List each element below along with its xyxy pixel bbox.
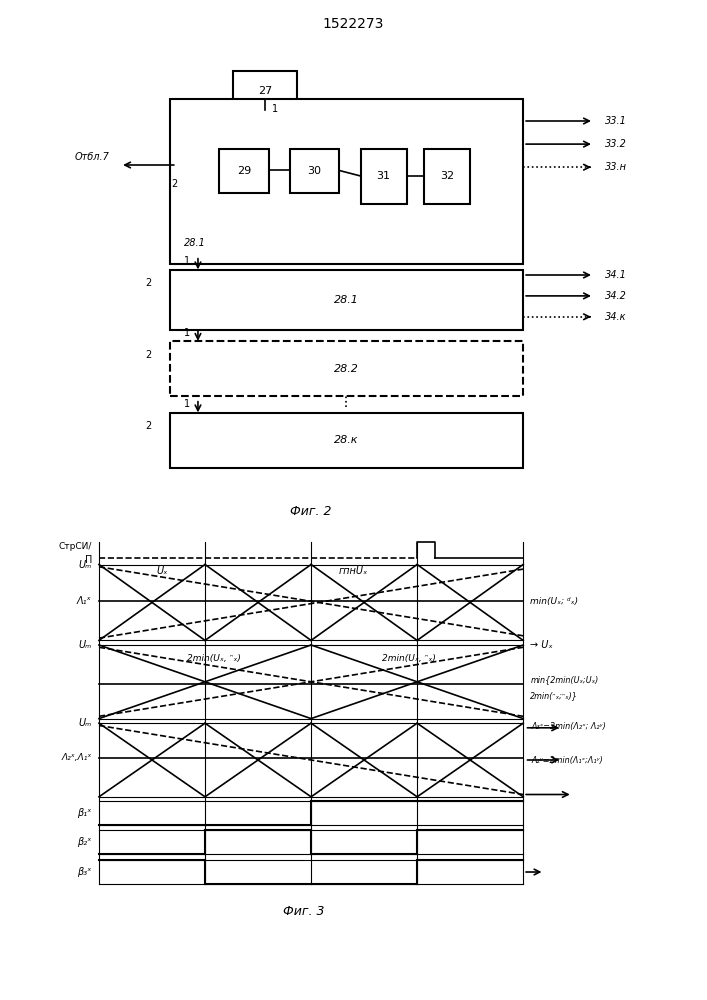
Text: Отбл.7: Отбл.7 <box>75 152 110 162</box>
Text: 1522273: 1522273 <box>323 16 384 30</box>
Text: СтрСИ/: СтрСИ/ <box>59 542 92 551</box>
Text: 33.н: 33.н <box>604 162 626 172</box>
Text: 34.2: 34.2 <box>604 291 626 301</box>
Bar <box>361 148 407 204</box>
Text: 28.к: 28.к <box>334 435 358 445</box>
Text: 28.2: 28.2 <box>334 363 359 373</box>
Text: 28.1: 28.1 <box>334 295 359 305</box>
Text: 2min(Uₓ, ᵔₓ): 2min(Uₓ, ᵔₓ) <box>382 654 436 663</box>
Text: Uₓ: Uₓ <box>157 566 168 576</box>
Text: 33.1: 33.1 <box>604 116 626 126</box>
Text: П: П <box>85 555 92 565</box>
Text: 34.1: 34.1 <box>604 270 626 280</box>
Text: 27: 27 <box>258 86 272 96</box>
Bar <box>290 148 339 192</box>
Bar <box>219 148 269 192</box>
Text: β₁ˣ: β₁ˣ <box>77 808 92 818</box>
Text: Uₘ: Uₘ <box>78 640 92 650</box>
Text: 29: 29 <box>237 165 251 176</box>
Text: 2: 2 <box>146 350 151 360</box>
Text: 33.2: 33.2 <box>604 139 626 149</box>
Text: Фиг. 3: Фиг. 3 <box>284 905 325 918</box>
Text: Λ₃ˣ=2min(Λ₂ˣ; Λ₂ʸ): Λ₃ˣ=2min(Λ₂ˣ; Λ₂ʸ) <box>532 722 607 731</box>
Text: Uₘ: Uₘ <box>78 559 92 569</box>
Bar <box>170 412 523 468</box>
Text: 30: 30 <box>308 165 322 176</box>
Text: → Uₓ: → Uₓ <box>530 640 553 650</box>
Text: 1: 1 <box>185 328 190 338</box>
Text: min(Uₓ; ᵈₓ): min(Uₓ; ᵈₓ) <box>530 597 578 606</box>
Text: 2: 2 <box>146 421 151 431</box>
Text: Λ₂ʸ=2min(Λ₁ˣ;Λ₁ʸ): Λ₂ʸ=2min(Λ₁ˣ;Λ₁ʸ) <box>532 756 603 764</box>
Text: Λ₂ˣ,Λ₁ˣ: Λ₂ˣ,Λ₁ˣ <box>62 753 92 762</box>
Text: Фиг. 2: Фиг. 2 <box>291 505 332 518</box>
Text: 1: 1 <box>185 256 190 266</box>
Bar <box>170 99 523 264</box>
Text: 2min(Uₓ, ᵔₓ): 2min(Uₓ, ᵔₓ) <box>187 654 240 663</box>
Text: 31: 31 <box>377 171 390 181</box>
Bar <box>170 341 523 396</box>
Text: β₂ˣ: β₂ˣ <box>77 837 92 847</box>
Text: 2: 2 <box>146 278 151 288</box>
Text: 34.к: 34.к <box>604 312 626 322</box>
Text: Λ₁ˣ: Λ₁ˣ <box>77 596 92 606</box>
Bar <box>233 72 297 110</box>
Bar <box>424 148 470 204</box>
Text: min{2min(Uₓ;Uₓ): min{2min(Uₓ;Uₓ) <box>530 675 599 684</box>
Text: β₃ˣ: β₃ˣ <box>77 867 92 877</box>
Bar <box>170 269 523 330</box>
Text: 2min(ᵔₓ;ᵔₓ)}: 2min(ᵔₓ;ᵔₓ)} <box>530 691 578 700</box>
Text: 1: 1 <box>272 104 279 114</box>
Text: гпнUₓ: гпнUₓ <box>339 566 368 576</box>
Text: 28.1: 28.1 <box>184 237 206 247</box>
Text: 2: 2 <box>171 179 177 189</box>
Text: 32: 32 <box>440 171 454 181</box>
Text: 1: 1 <box>185 399 190 409</box>
Text: Uₘ: Uₘ <box>78 718 92 728</box>
